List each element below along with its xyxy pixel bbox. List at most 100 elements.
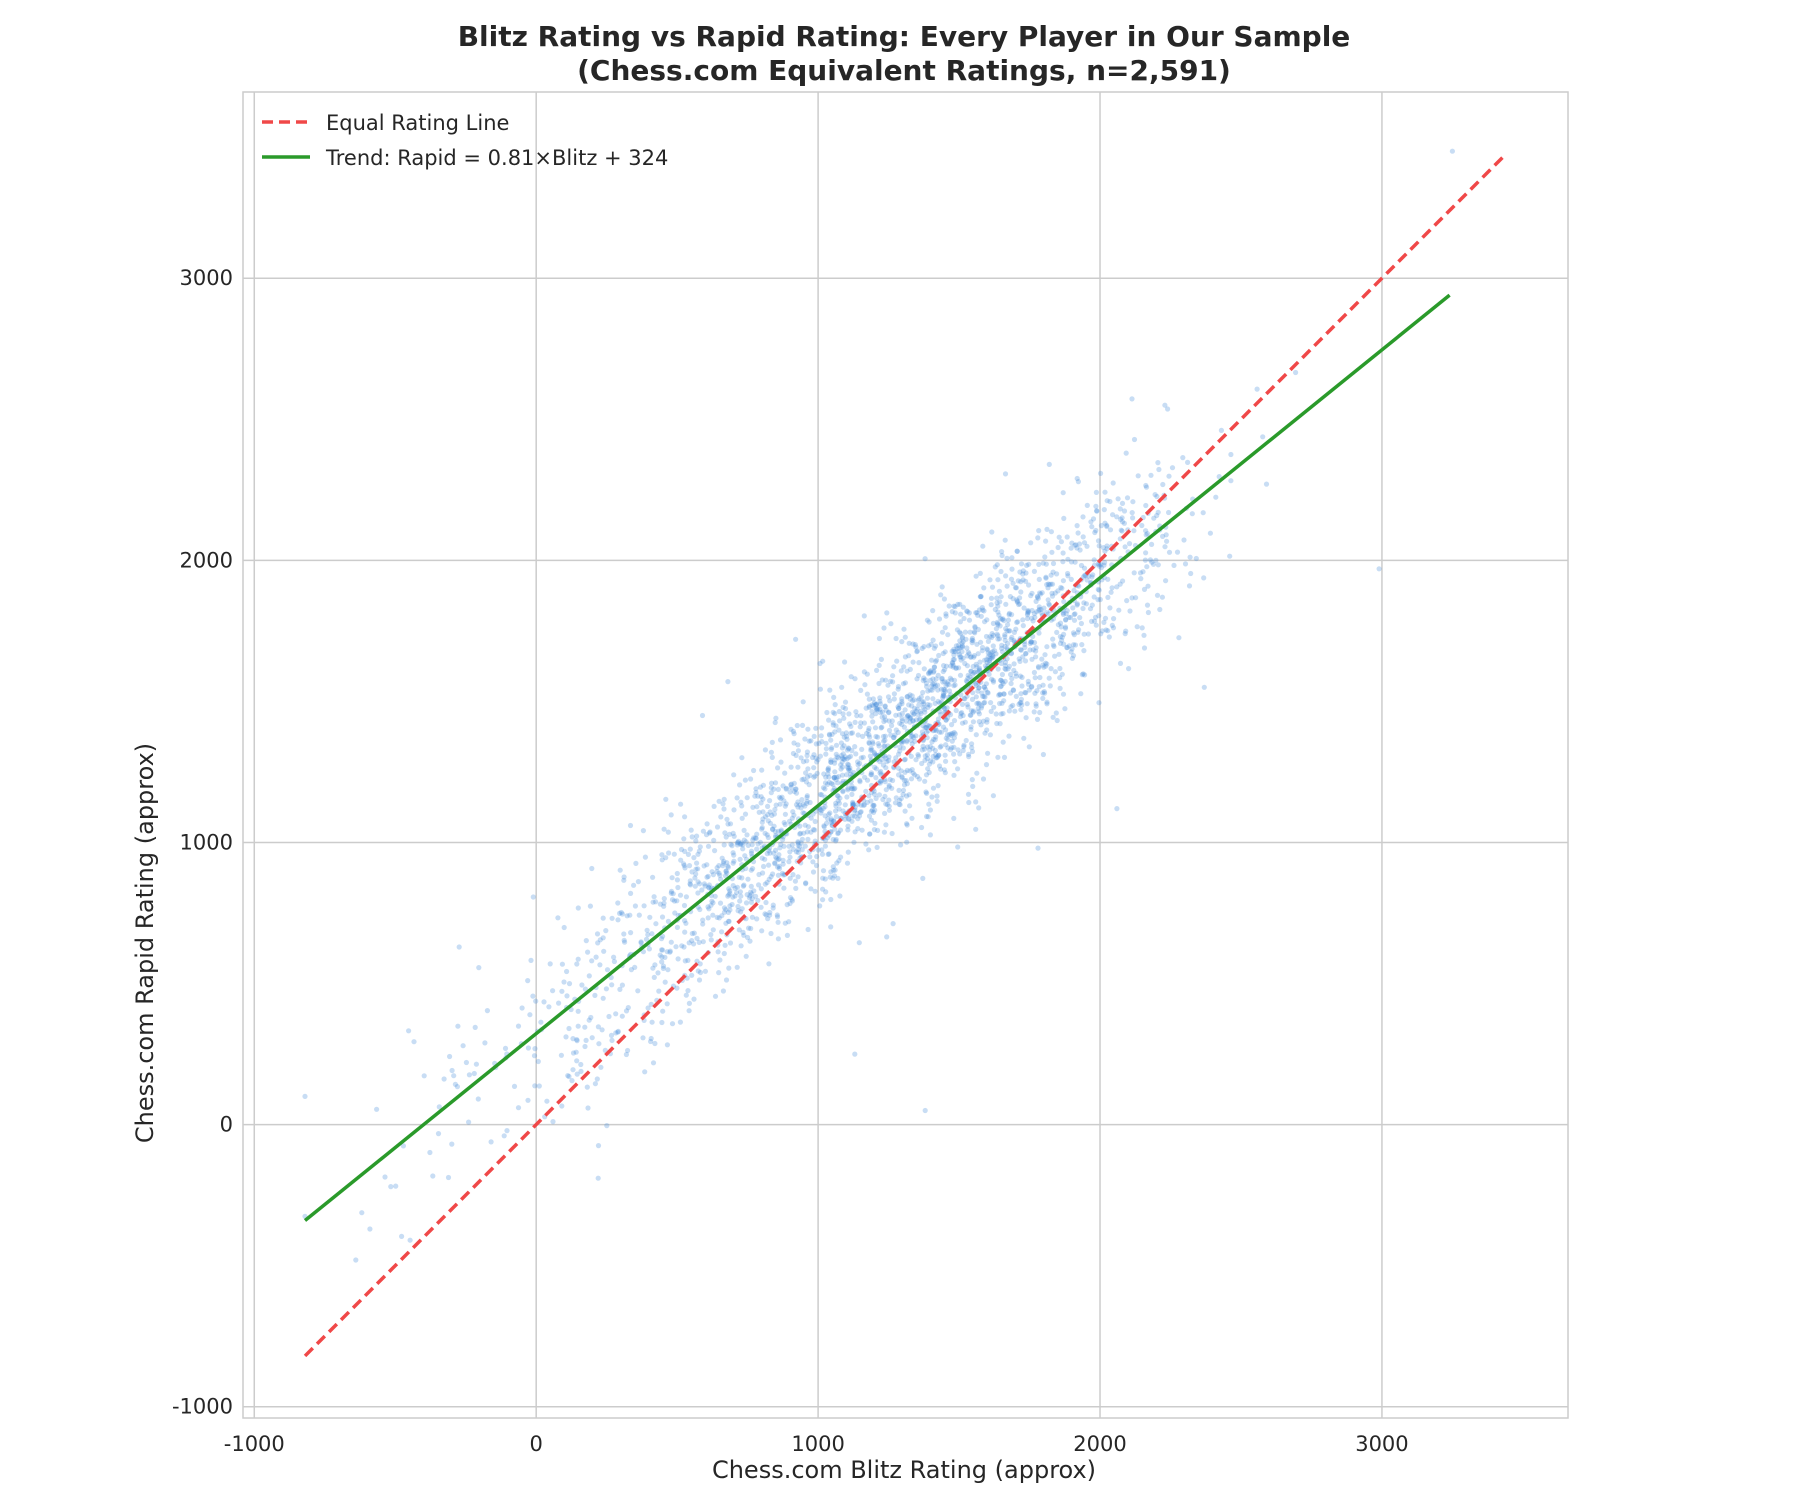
scatter-point (946, 682, 952, 688)
scatter-point (759, 819, 765, 825)
scatter-point (665, 829, 671, 835)
scatter-point (989, 634, 995, 641)
scatter-point (732, 893, 738, 899)
scatter-point (1055, 544, 1061, 551)
scatter-point (766, 848, 772, 854)
scatter-point (650, 1060, 657, 1066)
scatter-point (1064, 644, 1070, 651)
scatter-point (797, 831, 803, 837)
scatter-point (1109, 585, 1115, 591)
scatter-point (904, 793, 910, 799)
scatter-point (712, 893, 718, 899)
scatter-point (927, 670, 934, 676)
scatter-point (1165, 406, 1171, 412)
scatter-point (814, 853, 820, 860)
scatter-point (1050, 569, 1056, 575)
scatter-point (1020, 577, 1026, 583)
scatter-point (1117, 581, 1123, 587)
scatter-point (741, 932, 747, 938)
scatter-point (1103, 627, 1109, 633)
scatter-point (801, 776, 807, 782)
scatter-point (748, 850, 755, 857)
scatter-point (430, 1173, 436, 1179)
scatter-point (1134, 624, 1140, 630)
scatter-point (1029, 656, 1035, 662)
scatter-point (981, 693, 987, 700)
scatter-point (914, 649, 920, 655)
scatter-point (1060, 490, 1066, 496)
scatter-point (750, 804, 756, 810)
scatter-point (966, 799, 972, 806)
scatter-point (882, 793, 888, 800)
scatter-point (949, 722, 955, 728)
scatter-point (850, 813, 856, 819)
scatter-point (732, 885, 738, 892)
scatter-point (1052, 590, 1058, 596)
scatter-point (837, 893, 843, 899)
scatter-point (1143, 528, 1149, 534)
scatter-point (840, 788, 846, 794)
scatter-point (1193, 555, 1199, 562)
scatter-point (595, 940, 601, 946)
scatter-point (833, 800, 839, 806)
scatter-point (908, 753, 914, 759)
scatter-point (782, 811, 789, 817)
scatter-point (1096, 700, 1102, 706)
scatter-point (787, 854, 793, 860)
scatter-point (945, 715, 951, 721)
scatter-point (793, 786, 799, 793)
scatter-point (1023, 690, 1029, 696)
scatter-point (1005, 666, 1011, 672)
scatter-point (730, 850, 736, 856)
scatter-point (951, 603, 957, 609)
scatter-point (546, 1004, 552, 1010)
scatter-point (1000, 710, 1006, 717)
scatter-point (621, 874, 627, 880)
scatter-point (951, 652, 957, 658)
scatter-point (730, 883, 736, 889)
scatter-point (972, 669, 978, 675)
scatter-point (613, 1011, 619, 1017)
scatter-point (625, 1047, 631, 1054)
x-tick-label: 2000 (1073, 1432, 1126, 1456)
scatter-point (1093, 527, 1099, 534)
scatter-point (566, 1025, 572, 1032)
scatter-point (909, 703, 915, 709)
scatter-point (866, 847, 872, 853)
scatter-point (965, 791, 972, 797)
scatter-point (1057, 634, 1063, 640)
scatter-point (872, 807, 878, 813)
scatter-point (943, 717, 949, 723)
scatter-point (890, 777, 896, 784)
scatter-point (804, 774, 811, 780)
scatter-point (1106, 634, 1112, 640)
scatter-point (803, 880, 809, 886)
scatter-point (819, 851, 826, 857)
y-tick-label: 1000 (180, 830, 233, 854)
scatter-point (833, 836, 839, 843)
scatter-point (933, 755, 939, 761)
scatter-point (766, 961, 772, 967)
scatter-point (928, 758, 934, 764)
scatter-point (656, 988, 662, 994)
scatter-point (1093, 503, 1099, 509)
scatter-point (963, 678, 970, 684)
scatter-point (659, 959, 665, 965)
scatter-point (359, 1210, 365, 1216)
scatter-point (973, 826, 979, 832)
scatter-point (739, 803, 745, 809)
scatter-point (1064, 645, 1070, 651)
scatter-point (757, 784, 764, 790)
scatter-point (969, 637, 975, 643)
scatter-point (696, 977, 703, 983)
scatter-point (544, 1098, 550, 1104)
scatter-point (1104, 546, 1110, 552)
scatter-point (864, 671, 870, 677)
scatter-point (884, 759, 890, 765)
scatter-point (818, 733, 824, 739)
scatter-point (949, 659, 955, 666)
scatter-point (687, 846, 693, 852)
scatter-point (575, 905, 581, 911)
scatter-point (861, 613, 867, 619)
scatter-point (897, 802, 903, 808)
